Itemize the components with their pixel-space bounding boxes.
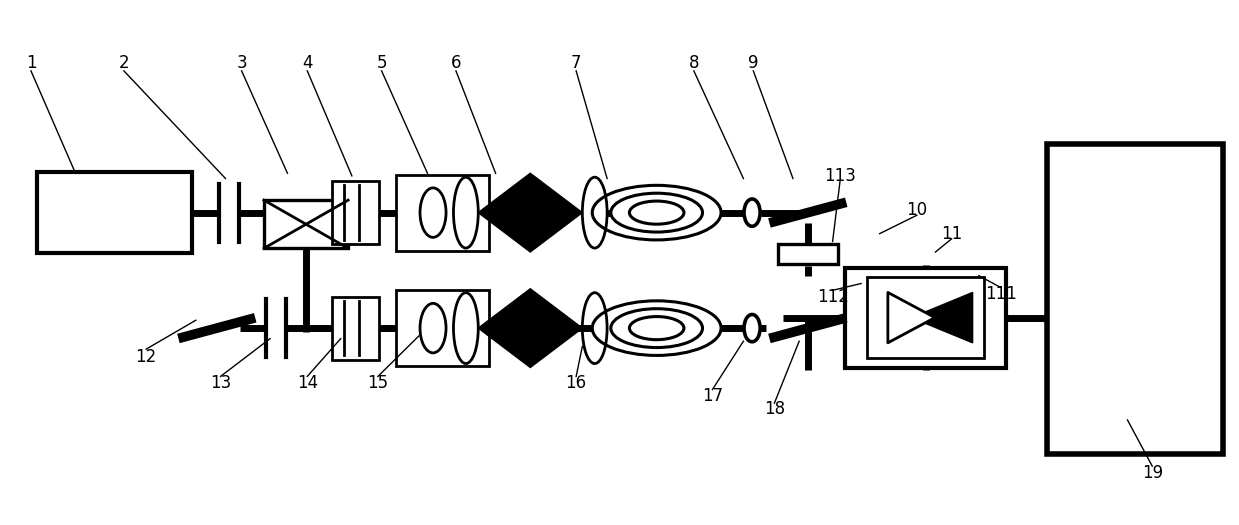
Text: 11: 11 (940, 225, 963, 243)
Polygon shape (478, 173, 582, 252)
Polygon shape (888, 292, 935, 343)
Text: 113: 113 (824, 167, 856, 185)
Text: 1: 1 (26, 54, 36, 72)
Ellipse shape (743, 199, 760, 226)
Bar (332, 181, 379, 244)
Text: 13: 13 (209, 374, 232, 392)
Text: 10: 10 (906, 201, 928, 219)
Text: 111: 111 (985, 285, 1017, 303)
Polygon shape (478, 289, 582, 367)
Text: 5: 5 (377, 54, 387, 72)
Text: 6: 6 (451, 54, 461, 72)
Bar (867, 277, 984, 358)
Text: 4: 4 (302, 54, 312, 72)
Text: 112: 112 (817, 288, 849, 306)
Text: 9: 9 (748, 54, 758, 72)
Text: 7: 7 (571, 54, 581, 72)
Text: 17: 17 (701, 387, 724, 405)
Text: 18: 18 (763, 401, 786, 418)
Bar (37, 172, 192, 254)
Bar (264, 200, 348, 248)
Text: 15: 15 (367, 374, 389, 392)
Text: 8: 8 (689, 54, 699, 72)
Bar (845, 268, 1006, 368)
Bar (1047, 144, 1223, 454)
Bar (332, 297, 379, 360)
Bar (778, 244, 838, 264)
Text: 19: 19 (1141, 464, 1163, 481)
Polygon shape (912, 292, 973, 343)
Text: 12: 12 (135, 348, 157, 366)
Ellipse shape (420, 188, 446, 237)
Text: 14: 14 (296, 374, 318, 392)
Bar (396, 290, 489, 366)
Bar (396, 174, 489, 251)
Text: 16: 16 (565, 374, 587, 392)
Ellipse shape (743, 314, 760, 342)
Ellipse shape (420, 303, 446, 353)
Text: 3: 3 (237, 54, 247, 72)
Text: 2: 2 (119, 54, 129, 72)
